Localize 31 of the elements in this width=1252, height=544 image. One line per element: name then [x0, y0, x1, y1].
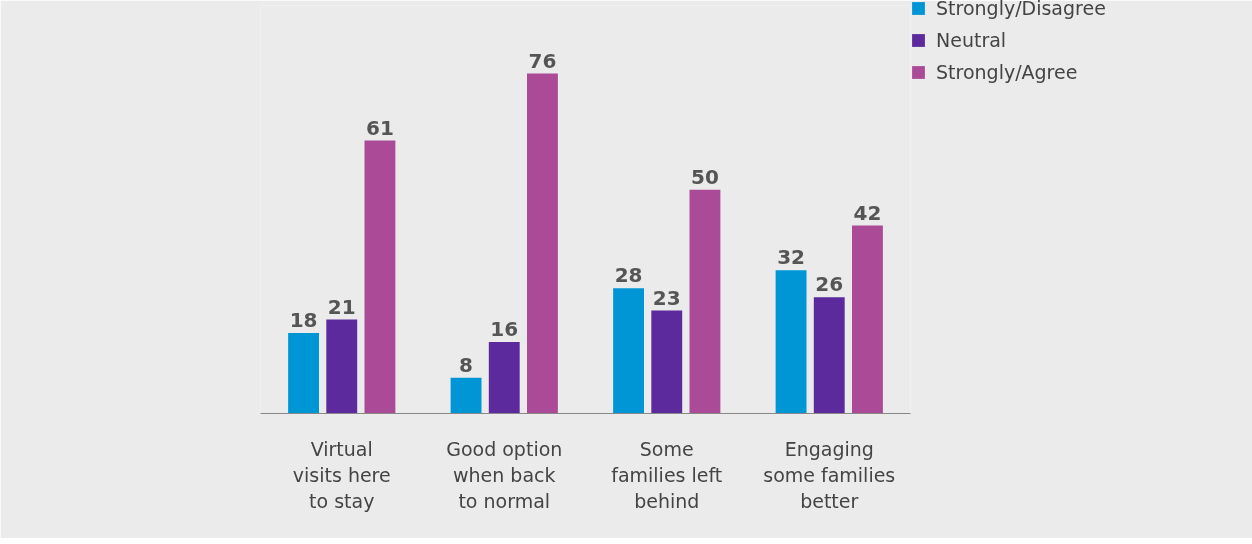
- x-tick-label: Virtual visits here to stay: [292, 437, 391, 513]
- bar: [775, 270, 807, 414]
- bar: [689, 189, 721, 414]
- bar: [813, 297, 845, 414]
- x-tick-label: Some families left behind: [611, 437, 723, 513]
- bar: [651, 310, 683, 414]
- bar: [450, 377, 482, 414]
- legend-label: Neutral: [936, 29, 1007, 51]
- bar: [527, 73, 558, 414]
- x-tick-label: Good option when back to normal: [446, 437, 563, 513]
- data-label: 18: [289, 307, 318, 332]
- x-tick-label: Engaging some families better: [763, 437, 896, 513]
- bar: [288, 332, 319, 414]
- data-label: 21: [327, 294, 356, 319]
- data-label: 26: [815, 272, 844, 297]
- bar: [613, 288, 644, 414]
- bar: [488, 341, 520, 414]
- bar: [326, 319, 358, 414]
- legend-label: Strongly/Agree: [936, 61, 1078, 83]
- bar: [364, 140, 396, 414]
- data-label: 61: [366, 115, 394, 140]
- data-label: 28: [614, 263, 643, 288]
- data-label: 16: [490, 316, 519, 341]
- data-label: 42: [853, 200, 882, 225]
- data-label: 32: [777, 245, 805, 270]
- data-label: 23: [652, 285, 681, 310]
- data-label: 76: [528, 48, 557, 73]
- data-label: 50: [691, 164, 719, 189]
- legend-label: Strongly/Disagree: [936, 0, 1106, 19]
- data-label: 8: [459, 352, 474, 377]
- bar: [852, 225, 883, 414]
